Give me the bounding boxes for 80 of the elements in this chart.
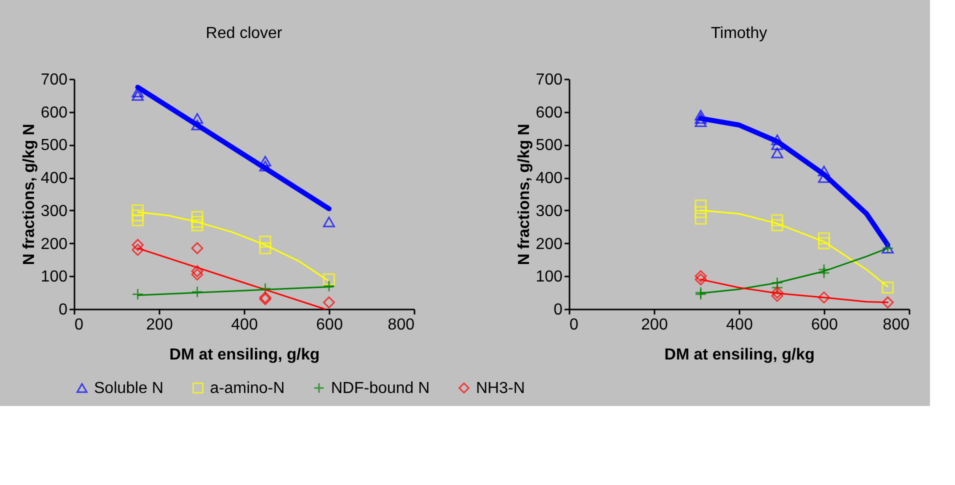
point — [132, 214, 144, 226]
point — [694, 273, 707, 286]
x-tick-label: 400 — [231, 316, 258, 334]
x-tick-label: 200 — [641, 316, 668, 334]
point — [818, 232, 830, 244]
y-tick-label: 300 — [40, 202, 68, 220]
x-tick-label: 400 — [726, 316, 753, 334]
point — [132, 244, 144, 256]
point — [132, 238, 144, 251]
y-tick-label: 700 — [536, 72, 563, 88]
point — [132, 204, 144, 216]
point — [818, 266, 830, 279]
y-tick-label: 400 — [536, 170, 563, 188]
y-tick-label: 500 — [536, 137, 563, 154]
point — [694, 206, 707, 218]
x-axis-title: DM at ensiling, g/kg — [169, 346, 320, 364]
point — [771, 290, 784, 302]
point — [771, 286, 784, 299]
x-tick-label: 0 — [570, 316, 578, 334]
y-tick-label: 100 — [536, 268, 563, 286]
point — [771, 219, 784, 232]
x-tick-label: 200 — [146, 316, 173, 334]
chart-title: Red clover — [206, 25, 283, 42]
y-axis-title: N fractions, g/kg N — [20, 124, 38, 266]
x-axis-title: DM at ensiling, g/kg — [664, 346, 815, 364]
y-tick-label: 0 — [58, 302, 68, 318]
y-tick-label: 500 — [40, 137, 68, 154]
y-tick-label: 600 — [40, 104, 68, 122]
legend-label: NH3-N — [476, 380, 525, 397]
point — [259, 236, 272, 248]
point — [818, 237, 830, 250]
x-tick-label: 600 — [811, 316, 838, 334]
point — [694, 212, 707, 225]
point — [191, 113, 204, 124]
point — [323, 280, 335, 292]
point — [191, 216, 204, 228]
y-tick-label: 600 — [536, 104, 563, 122]
x-tick-label: 600 — [316, 316, 343, 334]
point — [771, 282, 784, 294]
x-tick-label: 800 — [388, 316, 415, 334]
y-tick-label: 200 — [536, 236, 563, 253]
legend-label: Soluble N — [94, 380, 164, 397]
point — [818, 166, 830, 176]
y-tick-label: 400 — [40, 170, 68, 188]
y-tick-label: 200 — [40, 236, 68, 253]
point — [191, 242, 204, 254]
point — [259, 242, 272, 254]
point — [882, 296, 894, 308]
point — [694, 200, 707, 212]
y-tick-label: 0 — [554, 302, 563, 318]
x-tick-label: 0 — [74, 316, 84, 334]
x-tick-label: 800 — [882, 316, 910, 334]
point — [694, 270, 707, 282]
y-tick-label: 100 — [40, 268, 68, 286]
point — [191, 211, 204, 223]
y-tick-label: 300 — [536, 202, 563, 220]
point — [771, 214, 784, 226]
point — [191, 219, 204, 232]
point — [694, 110, 707, 120]
chart-title: Timothy — [710, 25, 768, 42]
point — [771, 148, 784, 158]
point — [818, 292, 830, 304]
y-tick-label: 700 — [40, 72, 68, 88]
point — [323, 296, 335, 308]
point — [191, 268, 204, 280]
y-axis-title: N fractions, g/kg N — [516, 124, 533, 266]
point — [882, 282, 894, 294]
point — [191, 265, 204, 278]
point — [694, 113, 707, 124]
point — [191, 286, 204, 298]
point — [323, 273, 335, 286]
point — [694, 116, 707, 128]
point — [132, 209, 144, 222]
point — [771, 139, 784, 150]
legend-label: a-amino-N — [210, 380, 285, 397]
point — [132, 288, 144, 300]
point — [771, 134, 784, 146]
point — [132, 90, 144, 101]
point — [323, 216, 335, 228]
legend-label: NDF-bound N — [331, 380, 430, 397]
